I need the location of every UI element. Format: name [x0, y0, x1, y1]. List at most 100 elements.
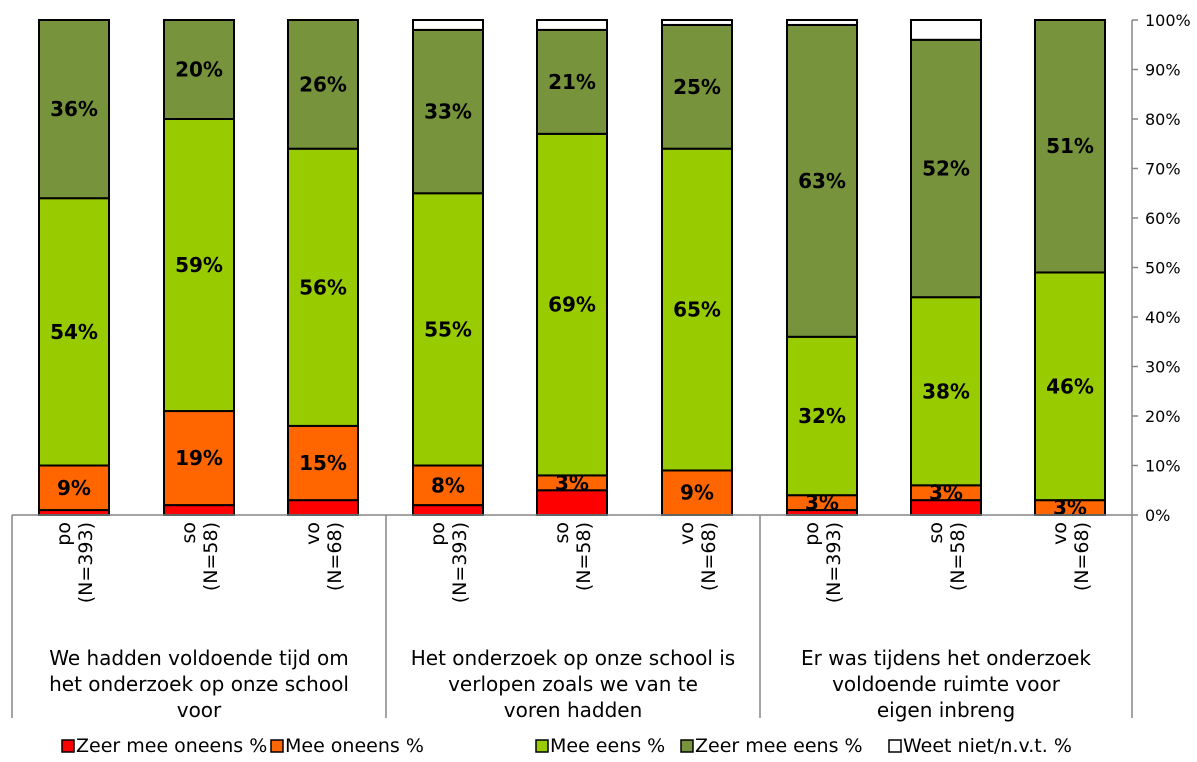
- legend-swatch: [888, 739, 902, 753]
- group-label-line: Het onderzoek op onze school is: [411, 646, 735, 670]
- category-label-line1: po: [801, 522, 823, 546]
- group-label-line: het onderzoek op onze school: [49, 672, 349, 696]
- data-label: 36%: [50, 97, 98, 121]
- y-tick-label: 10%: [1145, 457, 1181, 476]
- category-label-line2: (N=68): [1071, 522, 1093, 591]
- category-label-line2: (N=393): [449, 522, 471, 603]
- bar-segment: [1034, 271, 1106, 502]
- y-tick-label: 70%: [1145, 160, 1181, 179]
- group-label-line: voren hadden: [504, 698, 643, 722]
- bar-segment: [412, 464, 484, 507]
- data-label: 3%: [1053, 496, 1087, 520]
- category-label-line1: vo: [676, 522, 698, 545]
- bar-segment: [536, 28, 608, 135]
- bar-segment: [287, 499, 359, 516]
- group-label-line: verlopen zoals we van te: [448, 672, 698, 696]
- category-label-line1: vo: [302, 522, 324, 545]
- category-label: so(N=58): [178, 522, 222, 591]
- y-tick-label: 100%: [1145, 11, 1191, 30]
- category-label: so(N=58): [551, 522, 595, 591]
- y-tick-label: 0%: [1145, 506, 1170, 525]
- data-label: 63%: [798, 169, 846, 193]
- category-label-line2: (N=393): [823, 522, 845, 603]
- category-label-line2: (N=58): [573, 522, 595, 591]
- data-label: 25%: [673, 75, 721, 99]
- data-label: 15%: [299, 451, 347, 475]
- category-label: vo(N=68): [1049, 522, 1093, 591]
- y-tick-label: 40%: [1145, 308, 1181, 327]
- legend-label: Zeer mee eens %: [695, 735, 863, 757]
- y-tick-label: 80%: [1145, 110, 1181, 129]
- data-label: 3%: [555, 471, 589, 495]
- y-tick-label: 90%: [1145, 61, 1181, 80]
- data-label: 55%: [424, 317, 472, 341]
- bar-segment: [163, 504, 235, 517]
- bar-segment: [661, 19, 733, 26]
- category-label: so(N=58): [925, 522, 969, 591]
- group-label-line: We hadden voldoende tijd om: [49, 646, 349, 670]
- group-label-line: voldoende ruimte voor: [832, 672, 1061, 696]
- category-label-line1: po: [427, 522, 449, 546]
- legend-swatch: [270, 739, 284, 753]
- data-label: 54%: [50, 320, 98, 344]
- group-label: Er was tijdens het onderzoek voldoende ru…: [801, 646, 1091, 722]
- group-label: Het onderzoek op onze school is verlopen …: [411, 646, 735, 722]
- category-label-line1: so: [925, 522, 947, 544]
- data-label: 19%: [175, 446, 223, 470]
- x-axis: po(N=393) so(N=58) vo(N=68) po(N=393) so(N=5…: [11, 514, 1133, 722]
- category-label-line2: (N=68): [324, 522, 346, 591]
- legend-swatch: [680, 739, 694, 753]
- bar-segment: [38, 197, 110, 467]
- bar-segment: [163, 19, 235, 120]
- legend-label: Mee oneens %: [285, 735, 424, 757]
- y-tick-label: 20%: [1145, 407, 1181, 426]
- category-label-line2: (N=58): [947, 522, 969, 591]
- bar-segment: [287, 19, 359, 150]
- data-label: 26%: [299, 72, 347, 96]
- bar-segment: [910, 296, 982, 487]
- group-label: We hadden voldoende tijd om het onderzoek…: [49, 646, 349, 722]
- data-label: 9%: [57, 476, 91, 500]
- category-label: vo(N=68): [676, 522, 720, 591]
- bar-segment: [38, 19, 110, 200]
- data-label: 9%: [680, 481, 714, 505]
- data-label: 21%: [548, 70, 596, 94]
- group-label-line: Er was tijdens het onderzoek: [801, 646, 1091, 670]
- y-axis: 0% 10% 20% 30% 40% 50% 60% 70% 80% 90% 100%: [1131, 11, 1191, 525]
- bar-segment: [786, 23, 858, 338]
- data-label: 3%: [929, 481, 963, 505]
- y-tick-label: 30%: [1145, 358, 1181, 377]
- bar-segment: [536, 19, 608, 31]
- bar-segment: [786, 335, 858, 497]
- category-label-line2: (N=393): [75, 522, 97, 603]
- data-label: 56%: [299, 275, 347, 299]
- category-label-line1: so: [551, 522, 573, 544]
- legend-label: Mee eens %: [550, 735, 665, 757]
- group-label-line: voor: [177, 698, 222, 722]
- bar-segment: [412, 19, 484, 31]
- data-label: 59%: [175, 253, 223, 277]
- category-label: po(N=393): [53, 522, 97, 603]
- bar-segment: [412, 192, 484, 467]
- bar-segment: [412, 28, 484, 195]
- data-label: 20%: [175, 58, 223, 82]
- legend-label: Zeer mee oneens %: [76, 735, 267, 757]
- bar-segment: [910, 19, 982, 41]
- category-label-line1: po: [53, 522, 75, 546]
- category-label: po(N=393): [801, 522, 845, 603]
- category-label: po(N=393): [427, 522, 471, 603]
- bar-segment: [287, 424, 359, 502]
- data-label: 3%: [805, 491, 839, 515]
- bar-segment: [287, 147, 359, 427]
- group-label-line: eigen inbreng: [877, 698, 1015, 722]
- bar-segment: [1034, 19, 1106, 274]
- data-label: 52%: [922, 157, 970, 181]
- bar-segment: [412, 504, 484, 517]
- legend-swatch: [61, 739, 75, 753]
- category-label-line1: so: [178, 522, 200, 544]
- data-label: 51%: [1046, 134, 1094, 158]
- data-label: 32%: [798, 404, 846, 428]
- bar-segment: [536, 132, 608, 477]
- segment-labels-layer: 9% 54% 36% 19% 59% 20% 15% 56% 26% 8% 55% 33% 3% 69% 2…: [50, 58, 1094, 520]
